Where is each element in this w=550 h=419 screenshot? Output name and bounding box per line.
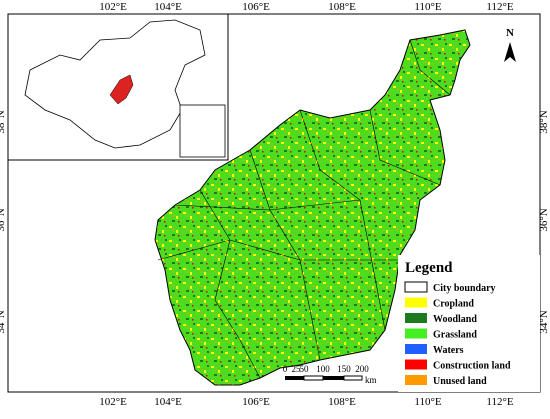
legend-label: Waters bbox=[433, 345, 464, 356]
longitude-label: 112°E bbox=[486, 396, 513, 408]
scale-label: 150 bbox=[337, 364, 351, 374]
latitude-label: 38°N bbox=[538, 110, 550, 133]
longitude-labels: 102°E 102°E 104°E 104°E 106°E 106°E 108°E 108°E… bbox=[99, 1, 514, 408]
scale-label: 100 bbox=[316, 364, 330, 374]
legend-label: Construction land bbox=[433, 361, 511, 372]
scale-label: 50 bbox=[300, 364, 310, 374]
scale-label: 200 bbox=[355, 364, 369, 374]
longitude-label: 106°E bbox=[242, 396, 270, 408]
longitude-label: 104°E bbox=[154, 396, 182, 408]
north-label: N bbox=[506, 27, 514, 39]
scale-label: 0 bbox=[283, 364, 288, 374]
scale-label: 25 bbox=[292, 364, 302, 374]
legend-swatch bbox=[405, 328, 427, 339]
latitude-label: 38°N bbox=[0, 110, 7, 133]
longitude-label: 108°E bbox=[328, 396, 356, 408]
longitude-label: 108°E bbox=[328, 1, 356, 13]
legend-label: Grassland bbox=[433, 330, 477, 341]
longitude-label: 112°E bbox=[486, 1, 513, 13]
scale-segment bbox=[323, 376, 344, 380]
legend-swatch bbox=[405, 375, 427, 385]
scale-segment bbox=[285, 376, 304, 380]
latitude-label: 34°N bbox=[538, 310, 550, 333]
legend-label: City boundary bbox=[433, 283, 496, 294]
scale-segment bbox=[303, 375, 324, 381]
scale-segment bbox=[343, 375, 363, 381]
legend-label: Unused land bbox=[433, 376, 487, 387]
legend-label: Cropland bbox=[433, 299, 474, 310]
study-region bbox=[154, 29, 471, 386]
longitude-label: 106°E bbox=[242, 1, 270, 13]
legend-title: Legend bbox=[405, 260, 453, 276]
longitude-label: 104°E bbox=[154, 1, 182, 13]
scale-unit: km bbox=[365, 375, 377, 385]
inset-map bbox=[7, 13, 229, 161]
longitude-label: 102°E bbox=[99, 396, 127, 408]
city-boundaries bbox=[157, 39, 451, 379]
legend-swatch bbox=[404, 281, 428, 293]
latitude-label: 34°N bbox=[0, 310, 7, 333]
legend-swatch bbox=[405, 359, 427, 370]
legend-swatch bbox=[405, 313, 427, 323]
latitude-label: 36°N bbox=[0, 208, 7, 231]
legend-swatch bbox=[405, 344, 427, 354]
latitude-label: 36°N bbox=[538, 208, 550, 231]
legend-swatch bbox=[405, 297, 427, 308]
longitude-label: 110°E bbox=[414, 396, 441, 408]
longitude-label: 102°E bbox=[99, 1, 127, 13]
legend-label: Woodland bbox=[433, 314, 477, 325]
longitude-label: 110°E bbox=[414, 1, 441, 13]
north-arrow: N bbox=[504, 27, 516, 62]
legend: Legend City boundary Cropland Woodland Gras… bbox=[398, 255, 540, 392]
latitude-labels: 38°N 38°N 36°N 36°N 34°N 34°N bbox=[0, 110, 550, 333]
